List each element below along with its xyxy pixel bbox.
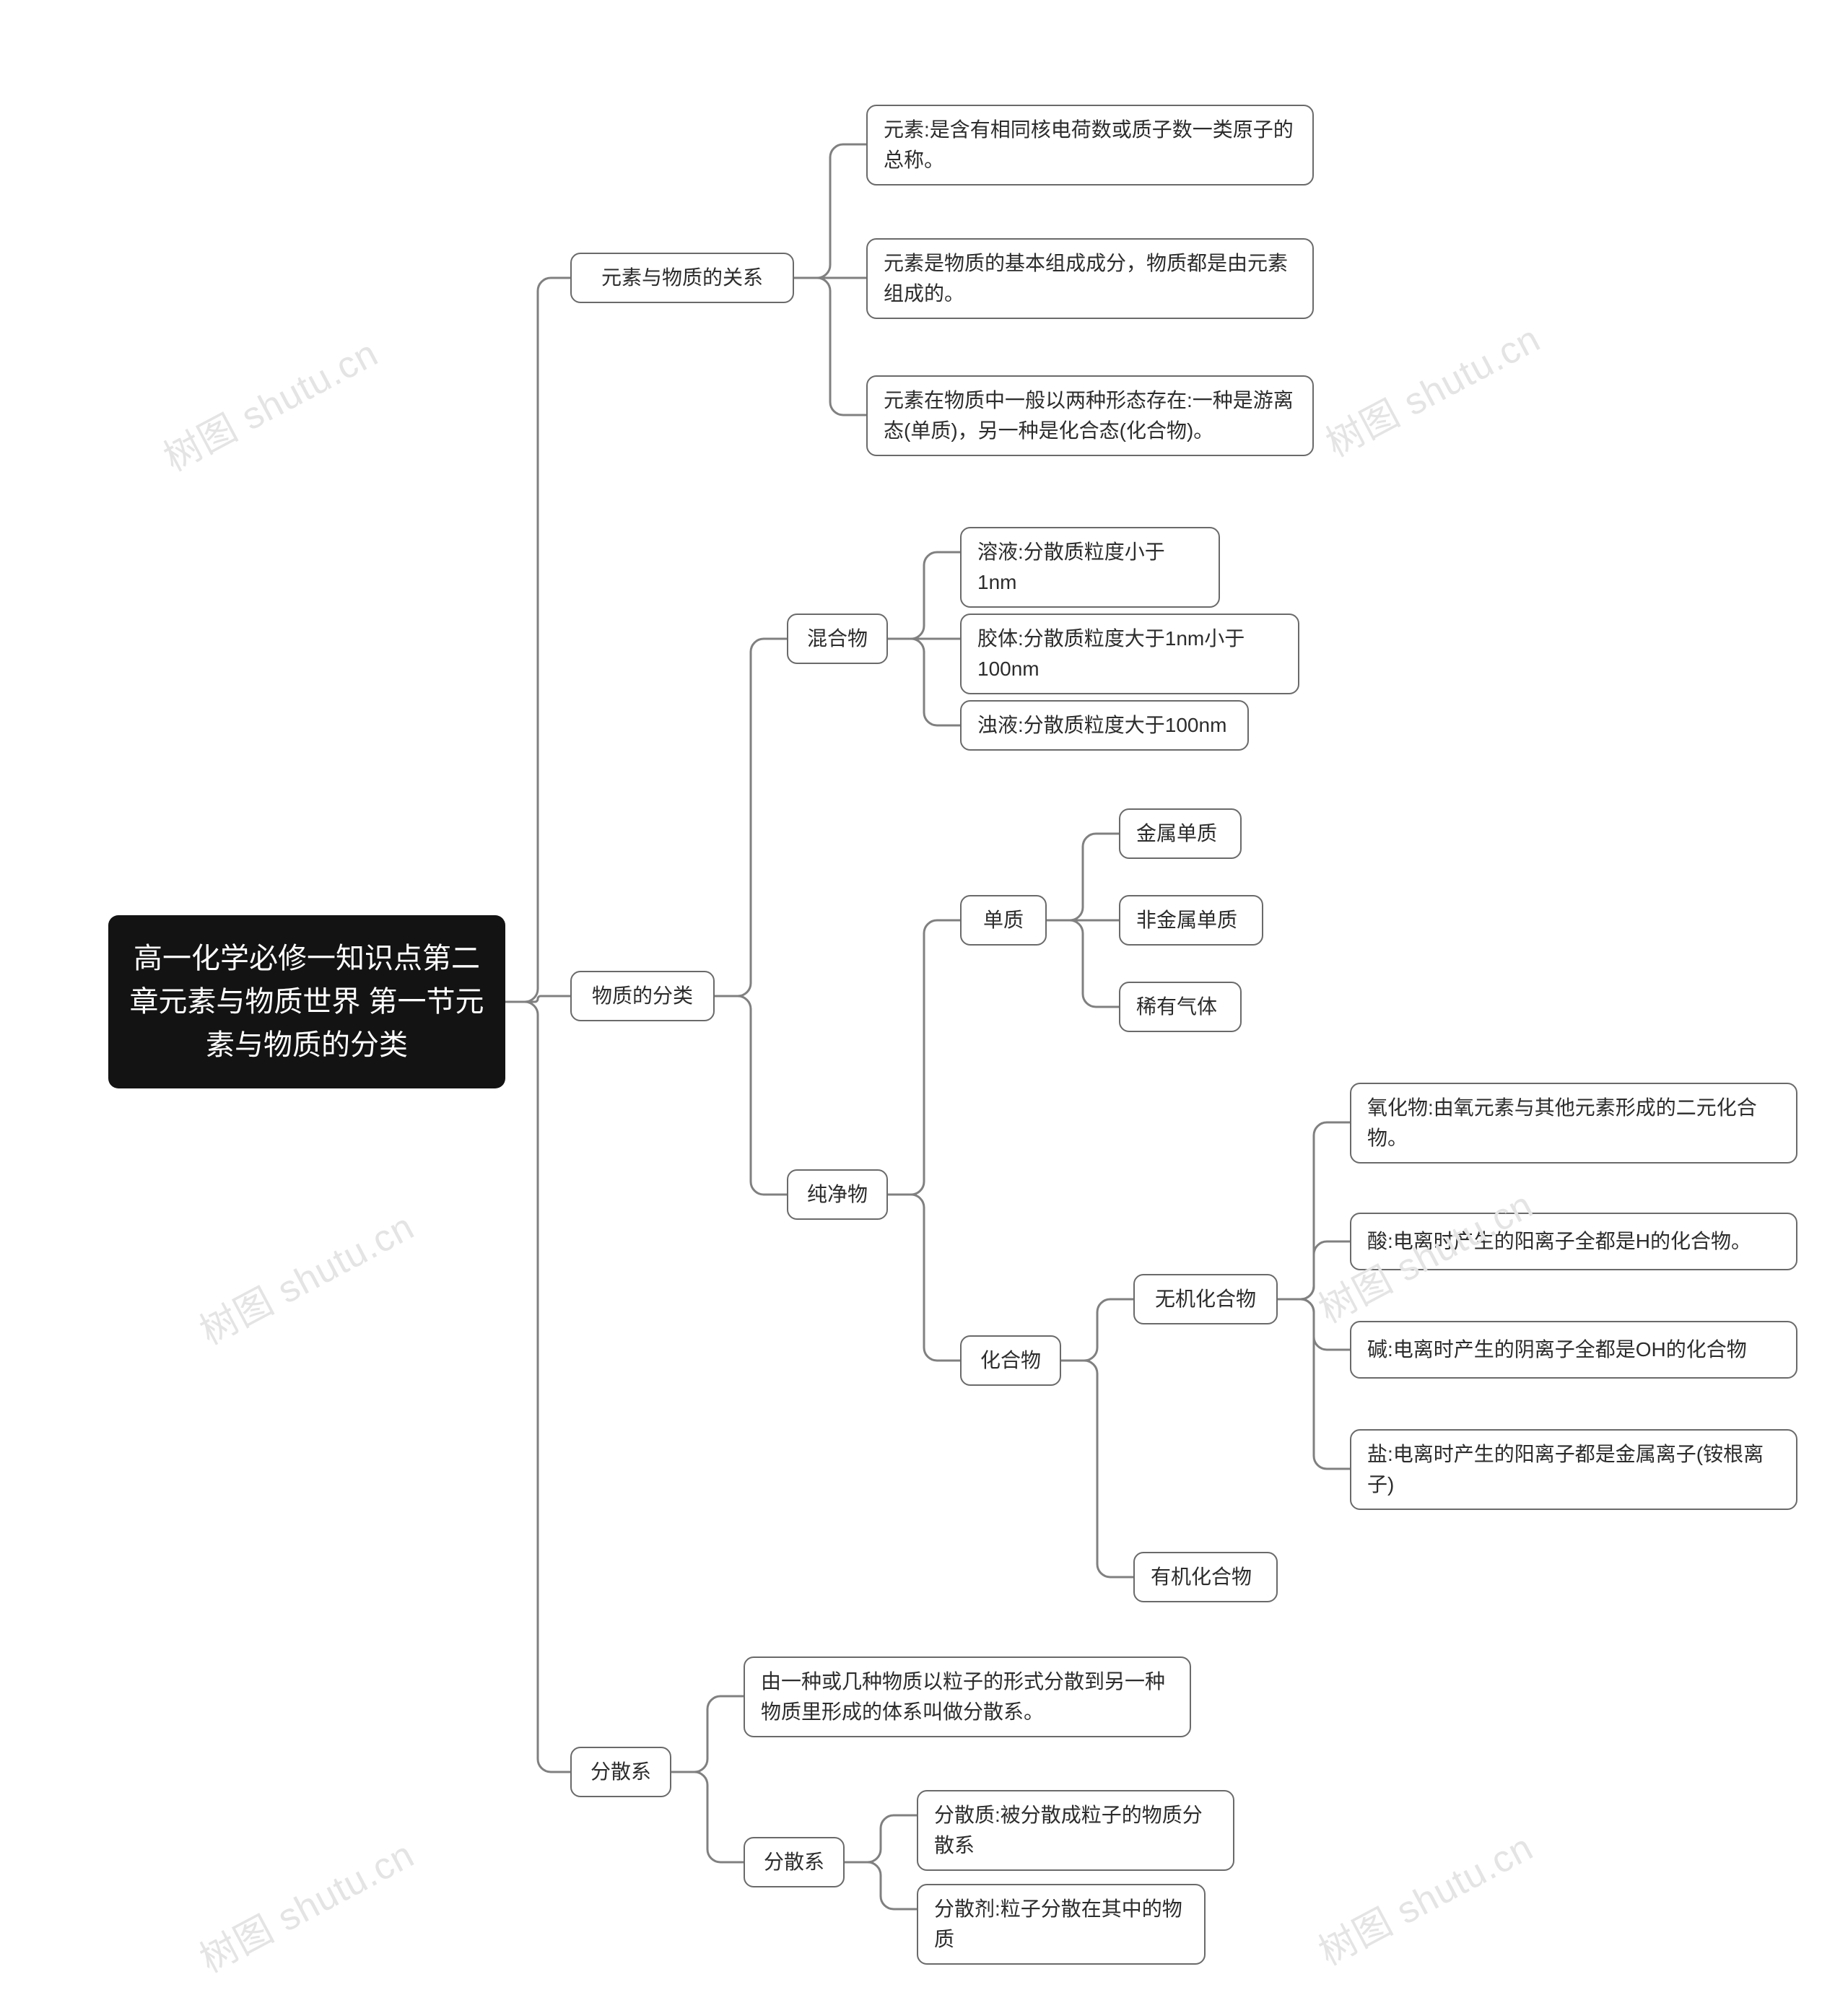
- edge: [671, 1696, 744, 1772]
- leaf-node: 金属单质: [1119, 808, 1242, 859]
- edge: [888, 552, 960, 639]
- branch-node: 无机化合物: [1133, 1274, 1278, 1324]
- edge: [1061, 1299, 1133, 1361]
- edge: [505, 278, 570, 1002]
- edge: [888, 1195, 960, 1361]
- leaf-node: 元素是物质的基本组成成分，物质都是由元素组成的。: [866, 238, 1314, 319]
- leaf-node: 胶体:分散质粒度大于1nm小于100nm: [960, 614, 1299, 694]
- edge: [794, 278, 866, 415]
- leaf-node: 分散质:被分散成粒子的物质分散系: [917, 1790, 1234, 1871]
- edge: [1047, 920, 1119, 1007]
- branch-node: 单质: [960, 895, 1047, 946]
- leaf-node: 稀有气体: [1119, 982, 1242, 1032]
- leaf-node: 碱:电离时产生的阴离子全都是OH的化合物: [1350, 1321, 1797, 1379]
- leaf-node: 非金属单质: [1119, 895, 1263, 946]
- root-node: 高一化学必修一知识点第二章元素与物质世界 第一节元素与物质的分类: [108, 915, 505, 1088]
- edge: [1047, 834, 1119, 920]
- leaf-node: 溶液:分散质粒度小于1nm: [960, 527, 1220, 608]
- leaf-node: 浊液:分散质粒度大于100nm: [960, 700, 1249, 751]
- edge: [505, 996, 570, 1002]
- branch-node: 元素与物质的关系: [570, 253, 794, 303]
- leaf-node: 氧化物:由氧元素与其他元素形成的二元化合物。: [1350, 1083, 1797, 1164]
- branch-node: 混合物: [787, 614, 888, 664]
- edge: [1278, 1122, 1350, 1299]
- edge: [1061, 1361, 1133, 1577]
- leaf-node: 元素:是含有相同核电荷数或质子数一类原子的总称。: [866, 105, 1314, 185]
- leaf-node: 酸:电离时产生的阳离子全都是H的化合物。: [1350, 1213, 1797, 1270]
- edge: [715, 996, 787, 1195]
- edge: [1278, 1299, 1350, 1350]
- edge: [845, 1862, 917, 1909]
- leaf-node: 盐:电离时产生的阳离子都是金属离子(铵根离子): [1350, 1429, 1797, 1510]
- branch-node: 分散系: [744, 1837, 845, 1887]
- branch-node: 化合物: [960, 1335, 1061, 1386]
- watermark: 树图 shutu.cn: [188, 1825, 422, 1983]
- watermark: 树图 shutu.cn: [1315, 309, 1548, 467]
- branch-node: 纯净物: [787, 1169, 888, 1220]
- edge: [888, 639, 960, 725]
- edge: [888, 920, 960, 1195]
- watermark: 树图 shutu.cn: [1307, 1817, 1540, 1976]
- edge: [845, 1815, 917, 1862]
- edge: [671, 1772, 744, 1862]
- edge: [715, 639, 787, 996]
- leaf-node: 分散剂:粒子分散在其中的物质: [917, 1884, 1206, 1965]
- branch-node: 物质的分类: [570, 971, 715, 1021]
- watermark: 树图 shutu.cn: [188, 1197, 422, 1355]
- edge: [1278, 1241, 1350, 1299]
- leaf-node: 有机化合物: [1133, 1552, 1278, 1602]
- leaf-node: 元素在物质中一般以两种形态存在:一种是游离态(单质)，另一种是化合态(化合物)。: [866, 375, 1314, 456]
- leaf-node: 由一种或几种物质以粒子的形式分散到另一种物质里形成的体系叫做分散系。: [744, 1656, 1191, 1737]
- edge: [1278, 1299, 1350, 1469]
- watermark: 树图 shutu.cn: [152, 323, 385, 481]
- branch-node: 分散系: [570, 1747, 671, 1797]
- edge: [794, 144, 866, 278]
- edge: [505, 1002, 570, 1772]
